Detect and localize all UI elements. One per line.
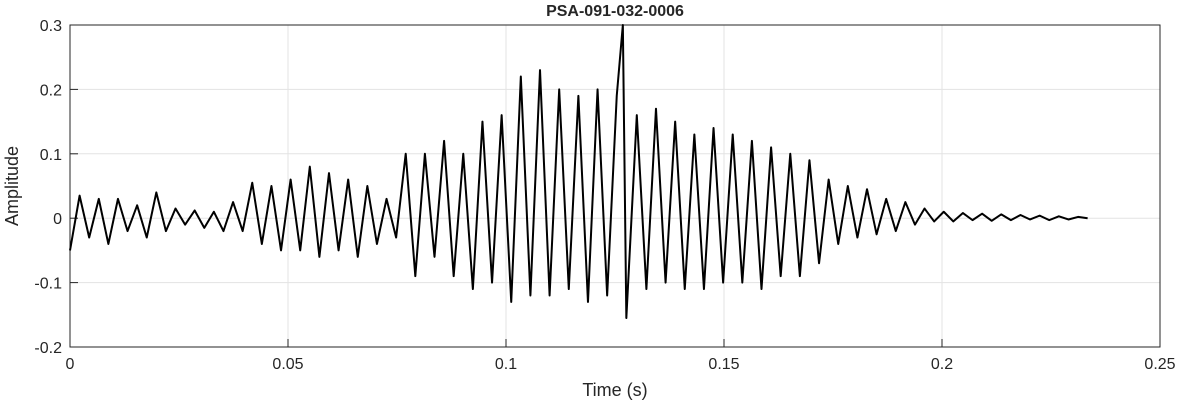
y-tick-label: 0.2 [40, 82, 62, 99]
x-axis-label: Time (s) [582, 380, 647, 400]
plot-frame [69, 24, 1161, 348]
x-tick-label: 0.2 [931, 356, 953, 373]
waveform-line [69, 24, 1088, 320]
x-tick-label: 0 [66, 356, 75, 373]
y-tick-label: 0.3 [40, 18, 62, 35]
y-tick-label: 0.1 [40, 147, 62, 164]
x-tick-label: 0.15 [708, 356, 739, 373]
y-axis-label: Amplitude [2, 146, 22, 226]
x-tick-label: 0.1 [495, 356, 517, 373]
x-tick-label: 0.05 [272, 356, 303, 373]
y-tick-label: -0.1 [34, 276, 62, 293]
y-tick-label: 0 [53, 211, 62, 228]
y-tick-label: -0.2 [34, 340, 62, 357]
chart-title: PSA-091-032-0006 [546, 3, 684, 20]
x-tick-label: 0.25 [1144, 356, 1175, 373]
